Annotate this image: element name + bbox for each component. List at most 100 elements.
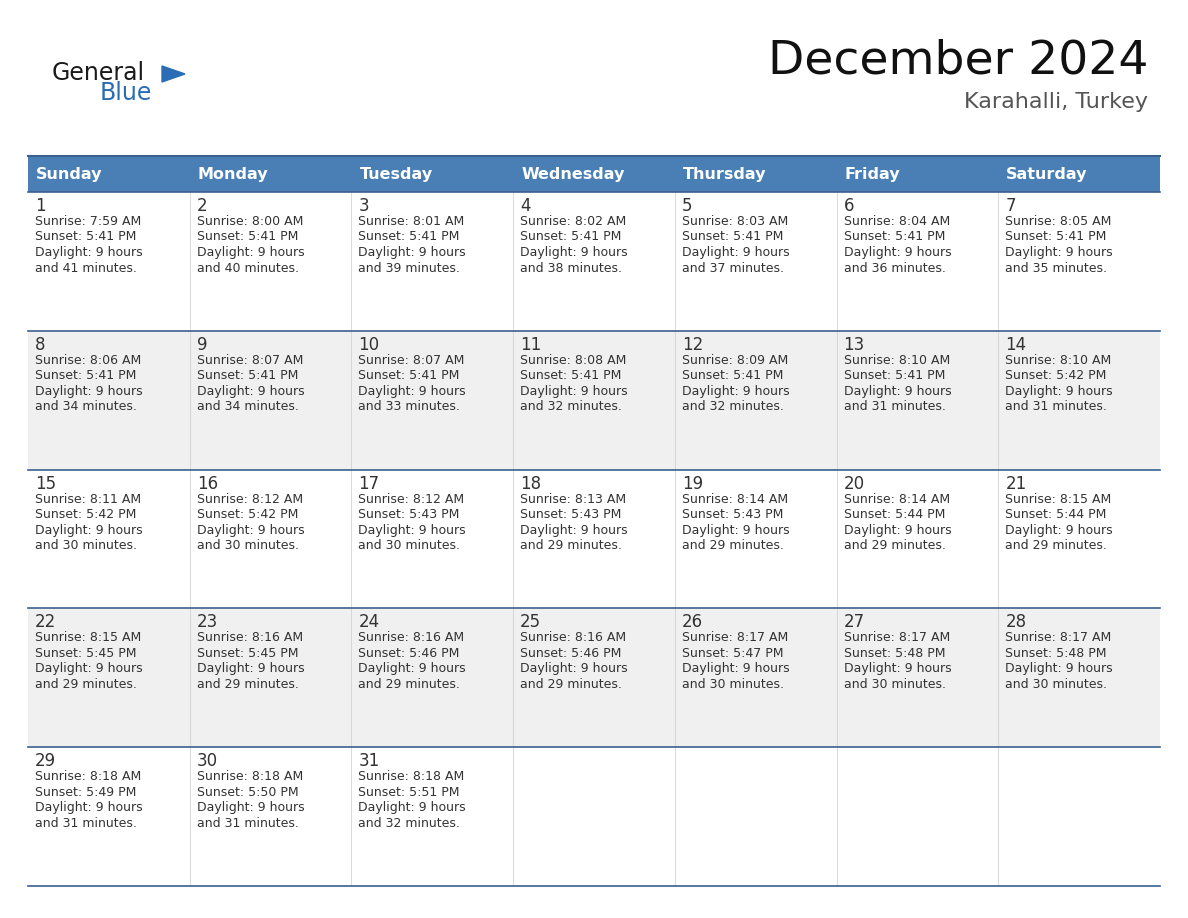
Text: Sunrise: 8:04 AM: Sunrise: 8:04 AM: [843, 215, 950, 228]
Text: Sunset: 5:43 PM: Sunset: 5:43 PM: [520, 508, 621, 521]
Text: Saturday: Saturday: [1006, 166, 1088, 182]
Text: Daylight: 9 hours: Daylight: 9 hours: [34, 523, 143, 537]
Text: Daylight: 9 hours: Daylight: 9 hours: [520, 663, 627, 676]
Text: Sunrise: 8:12 AM: Sunrise: 8:12 AM: [197, 493, 303, 506]
Text: Sunset: 5:41 PM: Sunset: 5:41 PM: [197, 230, 298, 243]
Text: and 31 minutes.: and 31 minutes.: [197, 817, 298, 830]
Text: 21: 21: [1005, 475, 1026, 493]
Bar: [29, 470, 190, 609]
Text: 13: 13: [843, 336, 865, 353]
Text: and 32 minutes.: and 32 minutes.: [682, 400, 784, 413]
Text: Sunset: 5:41 PM: Sunset: 5:41 PM: [520, 369, 621, 382]
Bar: [836, 609, 998, 747]
Bar: [513, 156, 675, 192]
Bar: [675, 609, 836, 747]
Text: Sunset: 5:41 PM: Sunset: 5:41 PM: [843, 230, 944, 243]
Text: Daylight: 9 hours: Daylight: 9 hours: [1005, 246, 1113, 259]
Text: Daylight: 9 hours: Daylight: 9 hours: [1005, 663, 1113, 676]
Text: 19: 19: [682, 475, 703, 493]
Text: Sunrise: 8:14 AM: Sunrise: 8:14 AM: [843, 493, 949, 506]
Text: and 32 minutes.: and 32 minutes.: [359, 817, 460, 830]
Bar: [675, 192, 836, 330]
Text: Sunrise: 8:03 AM: Sunrise: 8:03 AM: [682, 215, 788, 228]
Text: 20: 20: [843, 475, 865, 493]
Text: Wednesday: Wednesday: [522, 166, 625, 182]
Bar: [513, 330, 675, 470]
Text: Friday: Friday: [845, 166, 901, 182]
Text: Daylight: 9 hours: Daylight: 9 hours: [197, 523, 304, 537]
Bar: [675, 470, 836, 609]
Text: 4: 4: [520, 197, 531, 215]
Text: 24: 24: [359, 613, 379, 632]
Text: Thursday: Thursday: [683, 166, 766, 182]
Text: Sunset: 5:41 PM: Sunset: 5:41 PM: [520, 230, 621, 243]
Text: 22: 22: [34, 613, 56, 632]
Text: Daylight: 9 hours: Daylight: 9 hours: [520, 246, 627, 259]
Text: Daylight: 9 hours: Daylight: 9 hours: [359, 801, 466, 814]
Text: Sunset: 5:50 PM: Sunset: 5:50 PM: [197, 786, 298, 799]
Text: Sunset: 5:44 PM: Sunset: 5:44 PM: [1005, 508, 1107, 521]
Bar: [513, 609, 675, 747]
Bar: [29, 156, 190, 192]
Text: Sunset: 5:46 PM: Sunset: 5:46 PM: [520, 647, 621, 660]
Text: Sunset: 5:43 PM: Sunset: 5:43 PM: [682, 508, 783, 521]
Text: 26: 26: [682, 613, 703, 632]
Bar: [190, 747, 352, 886]
Text: Sunrise: 8:00 AM: Sunrise: 8:00 AM: [197, 215, 303, 228]
Text: Sunset: 5:48 PM: Sunset: 5:48 PM: [1005, 647, 1107, 660]
Text: 31: 31: [359, 752, 380, 770]
Bar: [352, 470, 513, 609]
Text: Daylight: 9 hours: Daylight: 9 hours: [359, 663, 466, 676]
Text: Sunset: 5:44 PM: Sunset: 5:44 PM: [843, 508, 944, 521]
Bar: [190, 156, 352, 192]
Text: 17: 17: [359, 475, 379, 493]
Text: Daylight: 9 hours: Daylight: 9 hours: [359, 523, 466, 537]
Text: and 39 minutes.: and 39 minutes.: [359, 262, 460, 274]
Text: and 37 minutes.: and 37 minutes.: [682, 262, 784, 274]
Text: Sunrise: 8:17 AM: Sunrise: 8:17 AM: [1005, 632, 1112, 644]
Text: Karahalli, Turkey: Karahalli, Turkey: [963, 92, 1148, 112]
Text: Daylight: 9 hours: Daylight: 9 hours: [843, 523, 952, 537]
Text: Sunrise: 8:13 AM: Sunrise: 8:13 AM: [520, 493, 626, 506]
Text: Sunrise: 8:12 AM: Sunrise: 8:12 AM: [359, 493, 465, 506]
Text: and 29 minutes.: and 29 minutes.: [197, 677, 298, 691]
Text: and 30 minutes.: and 30 minutes.: [843, 677, 946, 691]
Text: December 2024: December 2024: [767, 38, 1148, 83]
Text: 7: 7: [1005, 197, 1016, 215]
Text: and 30 minutes.: and 30 minutes.: [1005, 677, 1107, 691]
Bar: [998, 330, 1159, 470]
Text: 8: 8: [34, 336, 45, 353]
Text: Monday: Monday: [197, 166, 268, 182]
Text: Daylight: 9 hours: Daylight: 9 hours: [359, 385, 466, 397]
Text: Sunset: 5:41 PM: Sunset: 5:41 PM: [359, 369, 460, 382]
Text: Sunrise: 8:18 AM: Sunrise: 8:18 AM: [34, 770, 141, 783]
Text: Daylight: 9 hours: Daylight: 9 hours: [520, 523, 627, 537]
Text: Daylight: 9 hours: Daylight: 9 hours: [1005, 523, 1113, 537]
Polygon shape: [162, 66, 185, 82]
Text: Sunrise: 8:15 AM: Sunrise: 8:15 AM: [1005, 493, 1112, 506]
Text: Daylight: 9 hours: Daylight: 9 hours: [359, 246, 466, 259]
Text: and 38 minutes.: and 38 minutes.: [520, 262, 623, 274]
Bar: [836, 747, 998, 886]
Text: and 30 minutes.: and 30 minutes.: [359, 539, 461, 552]
Text: and 29 minutes.: and 29 minutes.: [34, 677, 137, 691]
Text: Sunset: 5:42 PM: Sunset: 5:42 PM: [197, 508, 298, 521]
Text: 14: 14: [1005, 336, 1026, 353]
Text: Sunrise: 8:05 AM: Sunrise: 8:05 AM: [1005, 215, 1112, 228]
Text: and 35 minutes.: and 35 minutes.: [1005, 262, 1107, 274]
Text: Sunrise: 8:16 AM: Sunrise: 8:16 AM: [197, 632, 303, 644]
Text: Sunset: 5:51 PM: Sunset: 5:51 PM: [359, 786, 460, 799]
Text: 11: 11: [520, 336, 542, 353]
Text: Sunset: 5:41 PM: Sunset: 5:41 PM: [359, 230, 460, 243]
Bar: [836, 192, 998, 330]
Text: Sunset: 5:46 PM: Sunset: 5:46 PM: [359, 647, 460, 660]
Text: Sunset: 5:41 PM: Sunset: 5:41 PM: [34, 369, 137, 382]
Text: Sunrise: 8:16 AM: Sunrise: 8:16 AM: [520, 632, 626, 644]
Text: and 32 minutes.: and 32 minutes.: [520, 400, 623, 413]
Text: and 31 minutes.: and 31 minutes.: [1005, 400, 1107, 413]
Text: Sunrise: 8:06 AM: Sunrise: 8:06 AM: [34, 353, 141, 367]
Bar: [998, 156, 1159, 192]
Text: Sunrise: 8:08 AM: Sunrise: 8:08 AM: [520, 353, 626, 367]
Text: Daylight: 9 hours: Daylight: 9 hours: [843, 385, 952, 397]
Text: 10: 10: [359, 336, 379, 353]
